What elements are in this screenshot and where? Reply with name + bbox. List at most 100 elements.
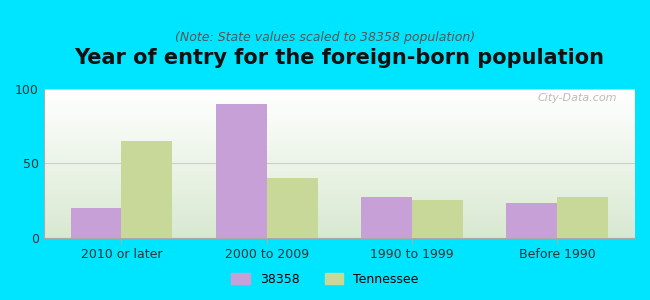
Bar: [44, 152, 635, 153]
Bar: [44, 226, 635, 227]
Bar: [44, 96, 635, 98]
Bar: [44, 168, 635, 169]
Bar: [44, 187, 635, 189]
Bar: [44, 186, 635, 187]
Bar: [44, 147, 635, 148]
Bar: [412, 200, 463, 238]
Bar: [44, 208, 635, 209]
Bar: [44, 215, 635, 217]
Bar: [44, 212, 635, 214]
Bar: [44, 154, 635, 156]
Bar: [44, 132, 635, 134]
Bar: [44, 125, 635, 126]
Bar: [44, 218, 635, 220]
Bar: [44, 220, 635, 221]
Bar: [44, 89, 635, 91]
Bar: [44, 229, 635, 230]
Bar: [44, 144, 635, 146]
Bar: [44, 122, 635, 123]
Bar: [44, 120, 635, 122]
Bar: [361, 197, 412, 238]
Bar: [44, 180, 635, 181]
Text: (Note: State values scaled to 38358 population): (Note: State values scaled to 38358 popu…: [175, 32, 475, 44]
Bar: [44, 104, 635, 105]
Bar: [44, 189, 635, 190]
Bar: [44, 128, 635, 129]
Bar: [44, 119, 635, 120]
Bar: [44, 98, 635, 99]
Bar: [44, 233, 635, 235]
Bar: [44, 235, 635, 236]
Bar: [44, 116, 635, 117]
Bar: [44, 203, 635, 205]
Bar: [44, 101, 635, 102]
Bar: [44, 171, 635, 172]
Bar: [44, 111, 635, 113]
Bar: [44, 174, 635, 175]
Bar: [44, 236, 635, 238]
Legend: 38358, Tennessee: 38358, Tennessee: [226, 268, 424, 291]
Bar: [44, 94, 635, 95]
Bar: [44, 95, 635, 96]
Bar: [44, 156, 635, 157]
Bar: [44, 107, 635, 108]
Bar: [506, 203, 557, 238]
Bar: [216, 104, 266, 238]
Bar: [44, 214, 635, 215]
Bar: [44, 148, 635, 150]
Bar: [44, 165, 635, 166]
Bar: [44, 224, 635, 226]
Bar: [44, 105, 635, 107]
Bar: [44, 153, 635, 154]
Bar: [44, 202, 635, 203]
Bar: [44, 209, 635, 211]
Bar: [44, 197, 635, 199]
Title: Year of entry for the foreign-born population: Year of entry for the foreign-born popul…: [74, 48, 605, 68]
Bar: [266, 178, 318, 238]
Bar: [44, 183, 635, 184]
Bar: [44, 134, 635, 135]
Bar: [44, 232, 635, 233]
Bar: [44, 126, 635, 128]
Bar: [44, 110, 635, 111]
Bar: [44, 166, 635, 168]
Bar: [44, 129, 635, 130]
Bar: [122, 141, 172, 238]
Bar: [44, 196, 635, 197]
Bar: [44, 211, 635, 212]
Bar: [44, 175, 635, 177]
Bar: [44, 92, 635, 94]
Bar: [44, 200, 635, 202]
Bar: [44, 108, 635, 110]
Bar: [44, 99, 635, 101]
Bar: [44, 199, 635, 200]
Bar: [44, 178, 635, 180]
Bar: [44, 169, 635, 171]
Bar: [44, 140, 635, 141]
Bar: [44, 184, 635, 186]
Bar: [44, 223, 635, 224]
Bar: [44, 114, 635, 116]
Bar: [557, 197, 608, 238]
Bar: [44, 142, 635, 144]
Bar: [44, 141, 635, 142]
Bar: [44, 146, 635, 147]
Bar: [44, 160, 635, 162]
Bar: [44, 117, 635, 119]
Bar: [44, 193, 635, 194]
Bar: [44, 227, 635, 229]
Bar: [71, 208, 122, 238]
Bar: [44, 205, 635, 206]
Bar: [44, 177, 635, 178]
Bar: [44, 194, 635, 196]
Bar: [44, 190, 635, 191]
Bar: [44, 138, 635, 140]
Bar: [44, 130, 635, 132]
Bar: [44, 206, 635, 208]
Bar: [44, 136, 635, 138]
Bar: [44, 159, 635, 160]
Bar: [44, 150, 635, 152]
Bar: [44, 172, 635, 174]
Bar: [44, 162, 635, 163]
Text: City-Data.com: City-Data.com: [538, 94, 618, 103]
